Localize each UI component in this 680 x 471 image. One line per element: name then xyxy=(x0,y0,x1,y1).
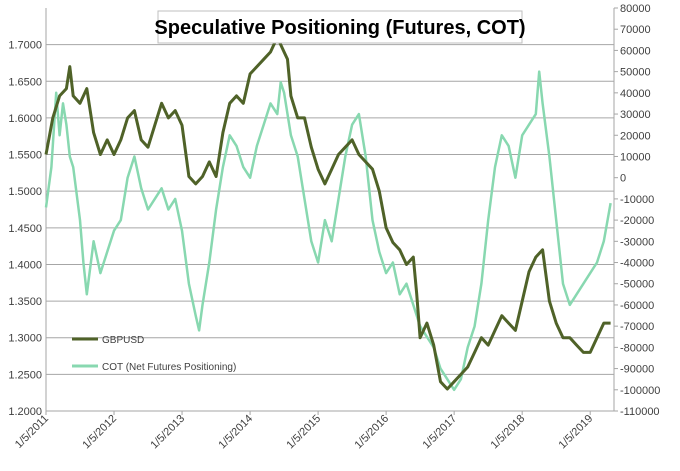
left-tick-label: 1.2500 xyxy=(8,369,42,381)
x-tick-label: 1/5/2015 xyxy=(284,413,323,452)
right-axis-ticks: 80000 70000 60000 50000 40000 30000 20000 10000… xyxy=(614,3,660,418)
left-axis-ticks: 1.2000 1.2500 1.3000 1.3500 1.4000 1.4500 1.50… xyxy=(8,40,42,418)
right-tick-label: -90000 xyxy=(620,364,654,376)
right-tick-label: 40000 xyxy=(620,88,651,100)
right-tick-label: -50000 xyxy=(620,279,654,291)
left-tick-label: 1.4000 xyxy=(8,259,42,271)
legend-label-gbpusd: GBPUSD xyxy=(102,335,144,346)
right-tick-label: 80000 xyxy=(620,3,651,15)
right-tick-label: 10000 xyxy=(620,151,651,163)
right-tick-label: -10000 xyxy=(620,194,654,206)
left-tick-label: 1.5500 xyxy=(8,150,42,162)
x-tick-label: 1/5/2012 xyxy=(80,413,119,452)
legend-label-cot: COT (Net Futures Positioning) xyxy=(102,362,236,373)
series-line-gbpusd xyxy=(44,35,611,391)
x-tick-label: 1/5/2018 xyxy=(489,413,528,452)
gridlines xyxy=(45,8,615,412)
left-tick-label: 1.5000 xyxy=(8,186,42,198)
right-tick-label: 60000 xyxy=(620,45,651,57)
left-tick-label: 1.3500 xyxy=(8,296,42,308)
series-line-cot xyxy=(44,70,612,392)
right-tick-label: -40000 xyxy=(620,258,654,270)
chart-title: Speculative Positioning (Futures, COT) xyxy=(154,10,526,44)
x-tick-label: 1/5/2014 xyxy=(216,413,255,452)
right-tick-label: -110000 xyxy=(620,406,660,418)
x-tick-label: 1/5/2017 xyxy=(420,413,459,452)
left-tick-label: 1.6000 xyxy=(8,113,42,125)
left-tick-label: 1.6500 xyxy=(8,76,42,88)
right-tick-label: -30000 xyxy=(620,236,654,248)
x-tick-label: 1/5/2013 xyxy=(148,413,187,452)
x-axis-ticks: 1/5/2011 1/5/2012 1/5/2013 1/5/2014 1/5/2015… xyxy=(13,411,595,451)
left-tick-label: 1.3000 xyxy=(8,333,42,345)
right-tick-label: 0 xyxy=(620,173,626,185)
chart-title-text: Speculative Positioning (Futures, COT) xyxy=(154,17,525,39)
right-tick-label: -60000 xyxy=(620,300,654,312)
left-tick-label: 1.7000 xyxy=(8,40,42,52)
left-tick-label: 1.4500 xyxy=(8,223,42,235)
right-tick-label: -70000 xyxy=(620,321,654,333)
left-tick-label: 1.2000 xyxy=(8,406,42,418)
x-tick-label: 1/5/2016 xyxy=(352,413,391,452)
right-tick-label: 50000 xyxy=(620,67,651,79)
x-tick-label: 1/5/2019 xyxy=(557,413,596,452)
legend: GBPUSD COT (Net Futures Positioning) xyxy=(72,335,236,373)
right-tick-label: 30000 xyxy=(620,109,651,121)
right-tick-label: -100000 xyxy=(620,385,660,397)
series-lines xyxy=(44,35,612,392)
right-tick-label: -80000 xyxy=(620,342,654,354)
right-tick-label: 20000 xyxy=(620,130,651,142)
x-tick-label: 1/5/2011 xyxy=(13,413,51,451)
right-tick-label: -20000 xyxy=(620,215,654,227)
right-tick-label: 70000 xyxy=(620,24,651,36)
